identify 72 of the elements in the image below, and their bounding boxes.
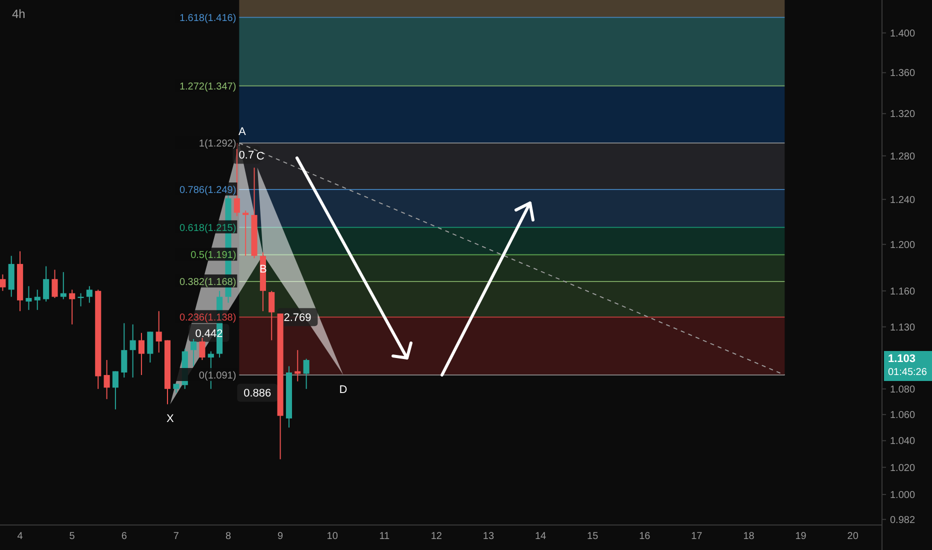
ref-line-label: 0.236(1.138)	[179, 312, 236, 324]
candlestick	[52, 269, 58, 298]
y-tick-label: 1.080	[890, 384, 916, 396]
x-tick-label: 18	[743, 531, 755, 542]
candlestick	[147, 331, 154, 363]
candlestick	[60, 272, 66, 300]
x-tick-label: 10	[326, 531, 338, 542]
candlestick	[112, 370, 118, 410]
ref-line-label: 1(1.292)	[198, 138, 236, 150]
y-tick-label: 1.360	[890, 68, 916, 80]
x-tick-label: 9	[278, 531, 284, 542]
text: 01:45:26	[888, 367, 928, 378]
y-tick-label: 1.240	[890, 194, 916, 206]
candlestick	[86, 286, 92, 304]
x-tick-label: 17	[691, 531, 703, 542]
candlestick	[190, 338, 197, 367]
ref-line-label: 0.5(1.191)	[190, 250, 236, 262]
x-tick-label: 8	[225, 531, 232, 542]
candlestick	[121, 322, 128, 378]
candlestick	[0, 274, 6, 292]
y-tick-label: 1.130	[890, 322, 916, 334]
candlestick	[138, 332, 144, 376]
y-tick-label: 0.982	[890, 514, 916, 526]
x-tick-label: 19	[795, 531, 807, 542]
ref-line-label: 1.272(1.347)	[179, 81, 236, 92]
candlestick	[242, 210, 249, 256]
x-tick-label: 13	[482, 531, 494, 542]
y-tick-label: 1.060	[890, 410, 916, 422]
candlestick	[268, 290, 275, 341]
candlestick	[130, 324, 136, 378]
x-tick-label: 15	[587, 531, 599, 542]
candlestick	[34, 289, 40, 310]
candlestick	[234, 142, 240, 217]
annotation: X	[166, 413, 175, 426]
text: 1.103	[888, 353, 916, 366]
x-tick-label: 14	[534, 531, 547, 542]
ref-line-label: 0.618(1.215)	[179, 222, 236, 234]
x-tick-label: 6	[121, 531, 128, 542]
y-tick-label: 1.160	[890, 286, 916, 298]
x-tick-label: 5	[69, 531, 76, 542]
x-tick-label: 7	[173, 531, 180, 542]
text: 4h	[12, 7, 26, 21]
y-tick-label: 1.000	[890, 490, 916, 501]
candlestick	[43, 266, 50, 302]
annotation: D	[339, 384, 348, 396]
candlestick	[294, 350, 301, 382]
y-tick-label: 1.400	[890, 28, 916, 40]
candlestick	[104, 360, 110, 400]
ref-line-label: 0(1.091)	[198, 370, 236, 382]
x-tick-label: 20	[847, 531, 859, 542]
candlestick	[26, 286, 32, 310]
annotation: 2.769	[284, 312, 312, 324]
x-tick-label: 11	[379, 531, 390, 542]
x-tick-label: 4	[17, 531, 24, 542]
x-tick-label: 16	[639, 531, 651, 542]
annotation: C	[256, 150, 264, 163]
candlestick	[156, 310, 162, 354]
y-tick-label: 1.040	[890, 436, 916, 448]
ref-line-label: 0.382(1.168)	[179, 276, 236, 288]
annotation: 0.886	[244, 388, 272, 400]
annotation: A	[238, 126, 246, 138]
x-tick-label: 12	[430, 531, 442, 542]
y-tick-label: 1.020	[890, 462, 916, 474]
y-tick-label: 1.280	[890, 151, 916, 162]
y-tick-label: 1.320	[890, 109, 916, 120]
candlestick	[69, 289, 76, 325]
y-tick-label: 1.200	[890, 240, 916, 251]
ref-line-label: 1.618(1.416)	[179, 12, 236, 24]
annotation: 0.7	[238, 150, 254, 162]
candlestick	[303, 358, 310, 390]
ref-line-label: 0.786(1.249)	[179, 184, 236, 196]
candlestick	[199, 337, 206, 361]
